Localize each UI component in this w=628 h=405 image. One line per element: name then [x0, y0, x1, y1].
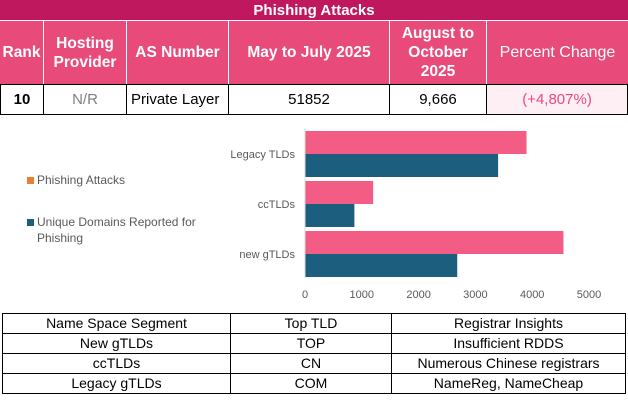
tick-label: 5000 — [577, 289, 601, 301]
bar — [305, 204, 355, 227]
tick-label: 3000 — [463, 289, 487, 301]
registrar-cell: NameReg, NameCheap — [391, 373, 626, 394]
registrar-cell: Numerous Chinese registrars — [391, 353, 626, 374]
header-percent-change: Percent Change — [487, 21, 628, 84]
category-label: ccTLDs — [258, 199, 296, 211]
table-row: ccTLDs CN Numerous Chinese registrars — [2, 353, 626, 374]
bar — [305, 254, 458, 277]
registrar-cell: Insufficient RDDS — [391, 333, 626, 354]
cell-aug-oct: 9,666 — [390, 84, 487, 115]
bar — [305, 181, 374, 204]
category-label: new gTLDs — [239, 249, 295, 261]
legend-swatch — [27, 177, 34, 184]
segment-cell: ccTLDs — [2, 353, 231, 374]
table-title: Phishing Attacks — [0, 0, 628, 21]
col-header-top-tld: Top TLD — [230, 313, 392, 334]
segment-table: Name Space Segment Top TLD Registrar Ins… — [2, 313, 626, 394]
header-may-july: May to July 2025 — [229, 21, 390, 84]
header-as-number: AS Number — [127, 21, 229, 84]
chart-svg: Legacy TLDs ccTLDs new gTLDs 0 1000 2000 3000 4… — [27, 128, 601, 301]
cell-rank: 10 — [0, 84, 44, 115]
legend-label: Unique Domains Reported for Phishing — [37, 215, 196, 245]
table-row: Legacy gTLDs COM NameReg, NameCheap — [2, 373, 626, 394]
tick-label: 2000 — [406, 289, 430, 301]
table-row: New gTLDs TOP Insufficient RDDS — [2, 333, 626, 354]
bar — [305, 231, 564, 254]
top-tld-cell: COM — [230, 373, 392, 394]
cell-as-number: Private Layer — [127, 84, 229, 115]
bar — [305, 154, 499, 177]
top-tld-cell: CN — [230, 353, 392, 374]
cell-hosting-provider: N/R — [44, 84, 127, 115]
segment-cell: Legacy gTLDs — [2, 373, 231, 394]
cell-percent-change: (+4,807%) — [487, 84, 628, 115]
segment-table-header-row: Name Space Segment Top TLD Registrar Ins… — [2, 313, 626, 334]
tick-label: 0 — [302, 289, 308, 301]
header-hosting-provider: Hosting Provider — [44, 21, 127, 84]
header-aug-oct: August to October 2025 — [390, 21, 487, 84]
tick-label: 1000 — [350, 289, 374, 301]
category-label: Legacy TLDs — [230, 149, 295, 161]
legend-swatch — [27, 219, 34, 226]
col-header-registrar: Registrar Insights — [391, 313, 626, 334]
top-tld-cell: TOP — [230, 333, 392, 354]
tick-label: 4000 — [520, 289, 544, 301]
segment-cell: New gTLDs — [2, 333, 231, 354]
cell-may-july: 51852 — [229, 84, 390, 115]
legend-label: Phishing Attacks — [37, 173, 125, 187]
bar-chart: Legacy TLDs ccTLDs new gTLDs 0 1000 2000 3000 4… — [10, 118, 618, 308]
bar — [305, 131, 527, 154]
header-rank: Rank — [0, 21, 44, 84]
col-header-segment: Name Space Segment — [2, 313, 231, 334]
